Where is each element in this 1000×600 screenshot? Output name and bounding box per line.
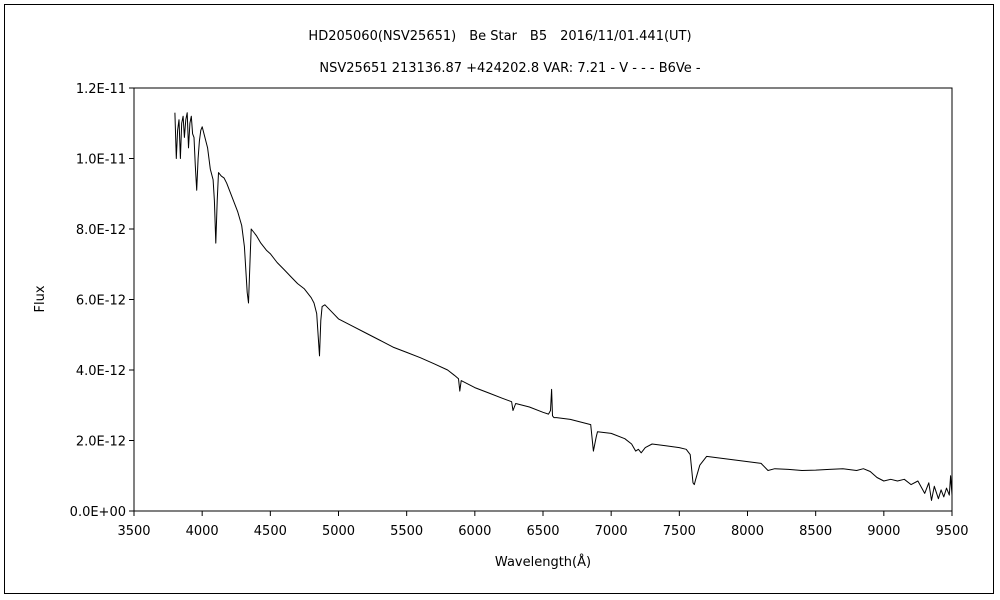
x-tick-label: 5500 bbox=[390, 524, 423, 539]
chart-title: HD205060(NSV25651) Be Star B5 2016/11/01… bbox=[308, 29, 691, 44]
x-tick-label: 7000 bbox=[595, 524, 628, 539]
x-tick-label: 4000 bbox=[186, 524, 219, 539]
x-tick-label: 9500 bbox=[935, 524, 968, 539]
chart-subtitle: NSV25651 213136.87 +424202.8 VAR: 7.21 -… bbox=[319, 61, 701, 76]
x-tick-label: 9000 bbox=[867, 524, 900, 539]
x-tick-label: 5000 bbox=[322, 524, 355, 539]
chart-frame bbox=[4, 4, 994, 594]
y-tick-label: 8.0E-12 bbox=[76, 223, 126, 238]
x-tick-label: 4500 bbox=[254, 524, 287, 539]
x-tick-label: 6500 bbox=[526, 524, 559, 539]
x-axis: 3500 4000 4500 5000 5500 6000 6500 7000 7500 8000… bbox=[117, 511, 969, 539]
y-tick-label: 6.0E-12 bbox=[76, 294, 126, 309]
y-axis: 0.0E+00 2.0E-12 4.0E-12 6.0E-12 8.0E-12 1.0E-… bbox=[70, 82, 134, 520]
y-tick-label: 4.0E-12 bbox=[76, 364, 126, 379]
x-tick-label: 8000 bbox=[731, 524, 764, 539]
x-tick-label: 3500 bbox=[117, 524, 150, 539]
y-tick-label: 2.0E-12 bbox=[76, 435, 126, 450]
y-tick-label: 1.0E-11 bbox=[76, 153, 126, 168]
y-tick-label: 0.0E+00 bbox=[70, 505, 126, 520]
x-tick-label: 8500 bbox=[799, 524, 832, 539]
y-tick-label: 1.2E-11 bbox=[76, 82, 126, 97]
y-axis-label: Flux bbox=[33, 285, 48, 312]
x-axis-label: Wavelength(Å) bbox=[495, 554, 591, 570]
plot-area bbox=[133, 87, 953, 512]
x-tick-label: 7500 bbox=[663, 524, 696, 539]
x-tick-label: 6000 bbox=[458, 524, 491, 539]
series-layer bbox=[174, 112, 953, 501]
spectrum-line bbox=[174, 112, 953, 501]
